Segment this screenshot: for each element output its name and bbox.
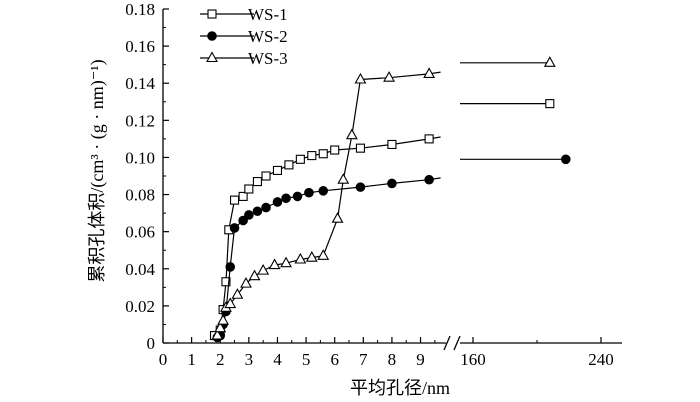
series-ws-3-marker <box>331 212 344 223</box>
y-tick-label: 0.14 <box>125 74 155 93</box>
series-ws-3-marker <box>240 276 252 288</box>
series-ws-2-marker <box>355 182 366 192</box>
series-ws-2-marker <box>292 191 303 202</box>
series-ws-3-marker <box>257 264 270 275</box>
x-tick-label: 6 <box>330 350 339 369</box>
y-tick-label: 0.08 <box>125 186 155 205</box>
y-tick-label: 0.02 <box>125 297 155 316</box>
series-ws-1-marker <box>221 277 231 287</box>
series-ws-1-marker <box>244 184 254 194</box>
series-ws-1-marker <box>424 134 434 144</box>
x-tick-label: 4 <box>273 350 282 369</box>
series-ws-3-marker <box>224 297 237 309</box>
series-ws-1-marker <box>355 143 365 153</box>
series-ws-3-marker <box>280 256 292 268</box>
series-ws-2-marker <box>225 262 236 272</box>
y-tick-label: 0.04 <box>125 260 155 279</box>
y-axis-title: 累积孔体积/(cm³ · (g · nm)⁻¹) <box>87 59 108 282</box>
series-ws-3-marker <box>211 328 224 340</box>
series-ws-3-marker <box>383 71 395 82</box>
series-ws-2-marker <box>561 154 571 165</box>
series-ws-3-marker <box>423 67 436 78</box>
x-tick-label: 0 <box>159 350 168 369</box>
series-ws-1-marker <box>545 99 555 109</box>
series-ws-2-marker <box>261 202 271 213</box>
series-ws-1-marker <box>252 177 262 187</box>
series-ws-2-marker <box>424 174 434 185</box>
y-tick-label: 0.12 <box>125 111 155 130</box>
x-tick-label: 160 <box>460 350 486 369</box>
series-ws-1-marker <box>284 160 294 170</box>
series-ws-1-line <box>214 136 441 337</box>
x-tick-label: 2 <box>216 350 225 369</box>
series-ws-3-marker <box>345 128 358 140</box>
x-tick-label: 3 <box>245 350 254 369</box>
series-ws-3-marker <box>294 252 307 264</box>
series-ws-3-marker <box>337 173 350 184</box>
series-ws-2-marker <box>281 193 291 204</box>
series-ws-1-marker <box>295 154 305 164</box>
series-ws-3-marker <box>268 258 281 270</box>
legend-ws-1-label: WS-1 <box>248 5 288 24</box>
series-ws-1-marker <box>238 191 248 201</box>
series-ws-1-marker <box>307 151 317 161</box>
x-tick-label: 240 <box>588 350 614 369</box>
y-tick-label: 0.16 <box>125 37 155 56</box>
y-tick-label: 0.06 <box>125 223 155 242</box>
legend-ws-2-label: WS-2 <box>248 27 288 46</box>
x-tick-label: 8 <box>388 350 397 369</box>
series-ws-2-marker <box>238 215 248 226</box>
legend-ws-3-marker <box>206 51 218 63</box>
series-ws-2-marker <box>304 187 314 198</box>
series-ws-2-marker <box>318 186 329 196</box>
y-tick-label: 0.18 <box>125 0 155 19</box>
series-ws-2-marker <box>229 223 240 233</box>
series-ws-1-marker <box>261 171 271 181</box>
x-tick-label: 9 <box>416 350 425 369</box>
series-ws-1-marker <box>318 149 328 159</box>
series-ws-2-line <box>217 177 441 338</box>
series-ws-3-marker <box>317 249 330 260</box>
series-ws-2-marker <box>244 210 254 220</box>
legend-ws-3-label: WS-3 <box>248 49 288 68</box>
series-ws-1-marker <box>229 195 240 205</box>
series-ws-3-line <box>216 71 441 336</box>
series-ws-1-marker <box>272 165 283 175</box>
axis-break-mark <box>453 335 461 351</box>
series-ws-2-marker <box>272 197 283 207</box>
y-tick-label: 0 <box>147 334 156 353</box>
x-tick-label: 5 <box>302 350 311 369</box>
y-tick-label: 0.10 <box>125 148 155 167</box>
series-ws-1-marker <box>387 139 397 150</box>
x-tick-label: 1 <box>187 350 196 369</box>
legend-ws-1-marker <box>207 9 217 19</box>
series-ws-3-marker <box>248 269 261 281</box>
series-ws-3-marker <box>305 251 318 262</box>
series-ws-2-marker <box>387 178 397 189</box>
axis-break-mark <box>443 335 451 351</box>
series-ws-3-marker <box>231 288 244 299</box>
series-ws-2-marker <box>252 206 263 217</box>
series-ws-3-marker <box>214 321 227 333</box>
series-ws-3-marker <box>543 56 556 67</box>
series-ws-1-marker <box>330 145 340 155</box>
x-tick-label: 7 <box>359 350 368 369</box>
legend-ws-2-marker <box>207 31 217 41</box>
series-ws-3-marker <box>354 72 367 84</box>
series-ws-3-marker <box>217 314 230 325</box>
x-axis-title: 平均孔径/nm <box>350 378 450 398</box>
